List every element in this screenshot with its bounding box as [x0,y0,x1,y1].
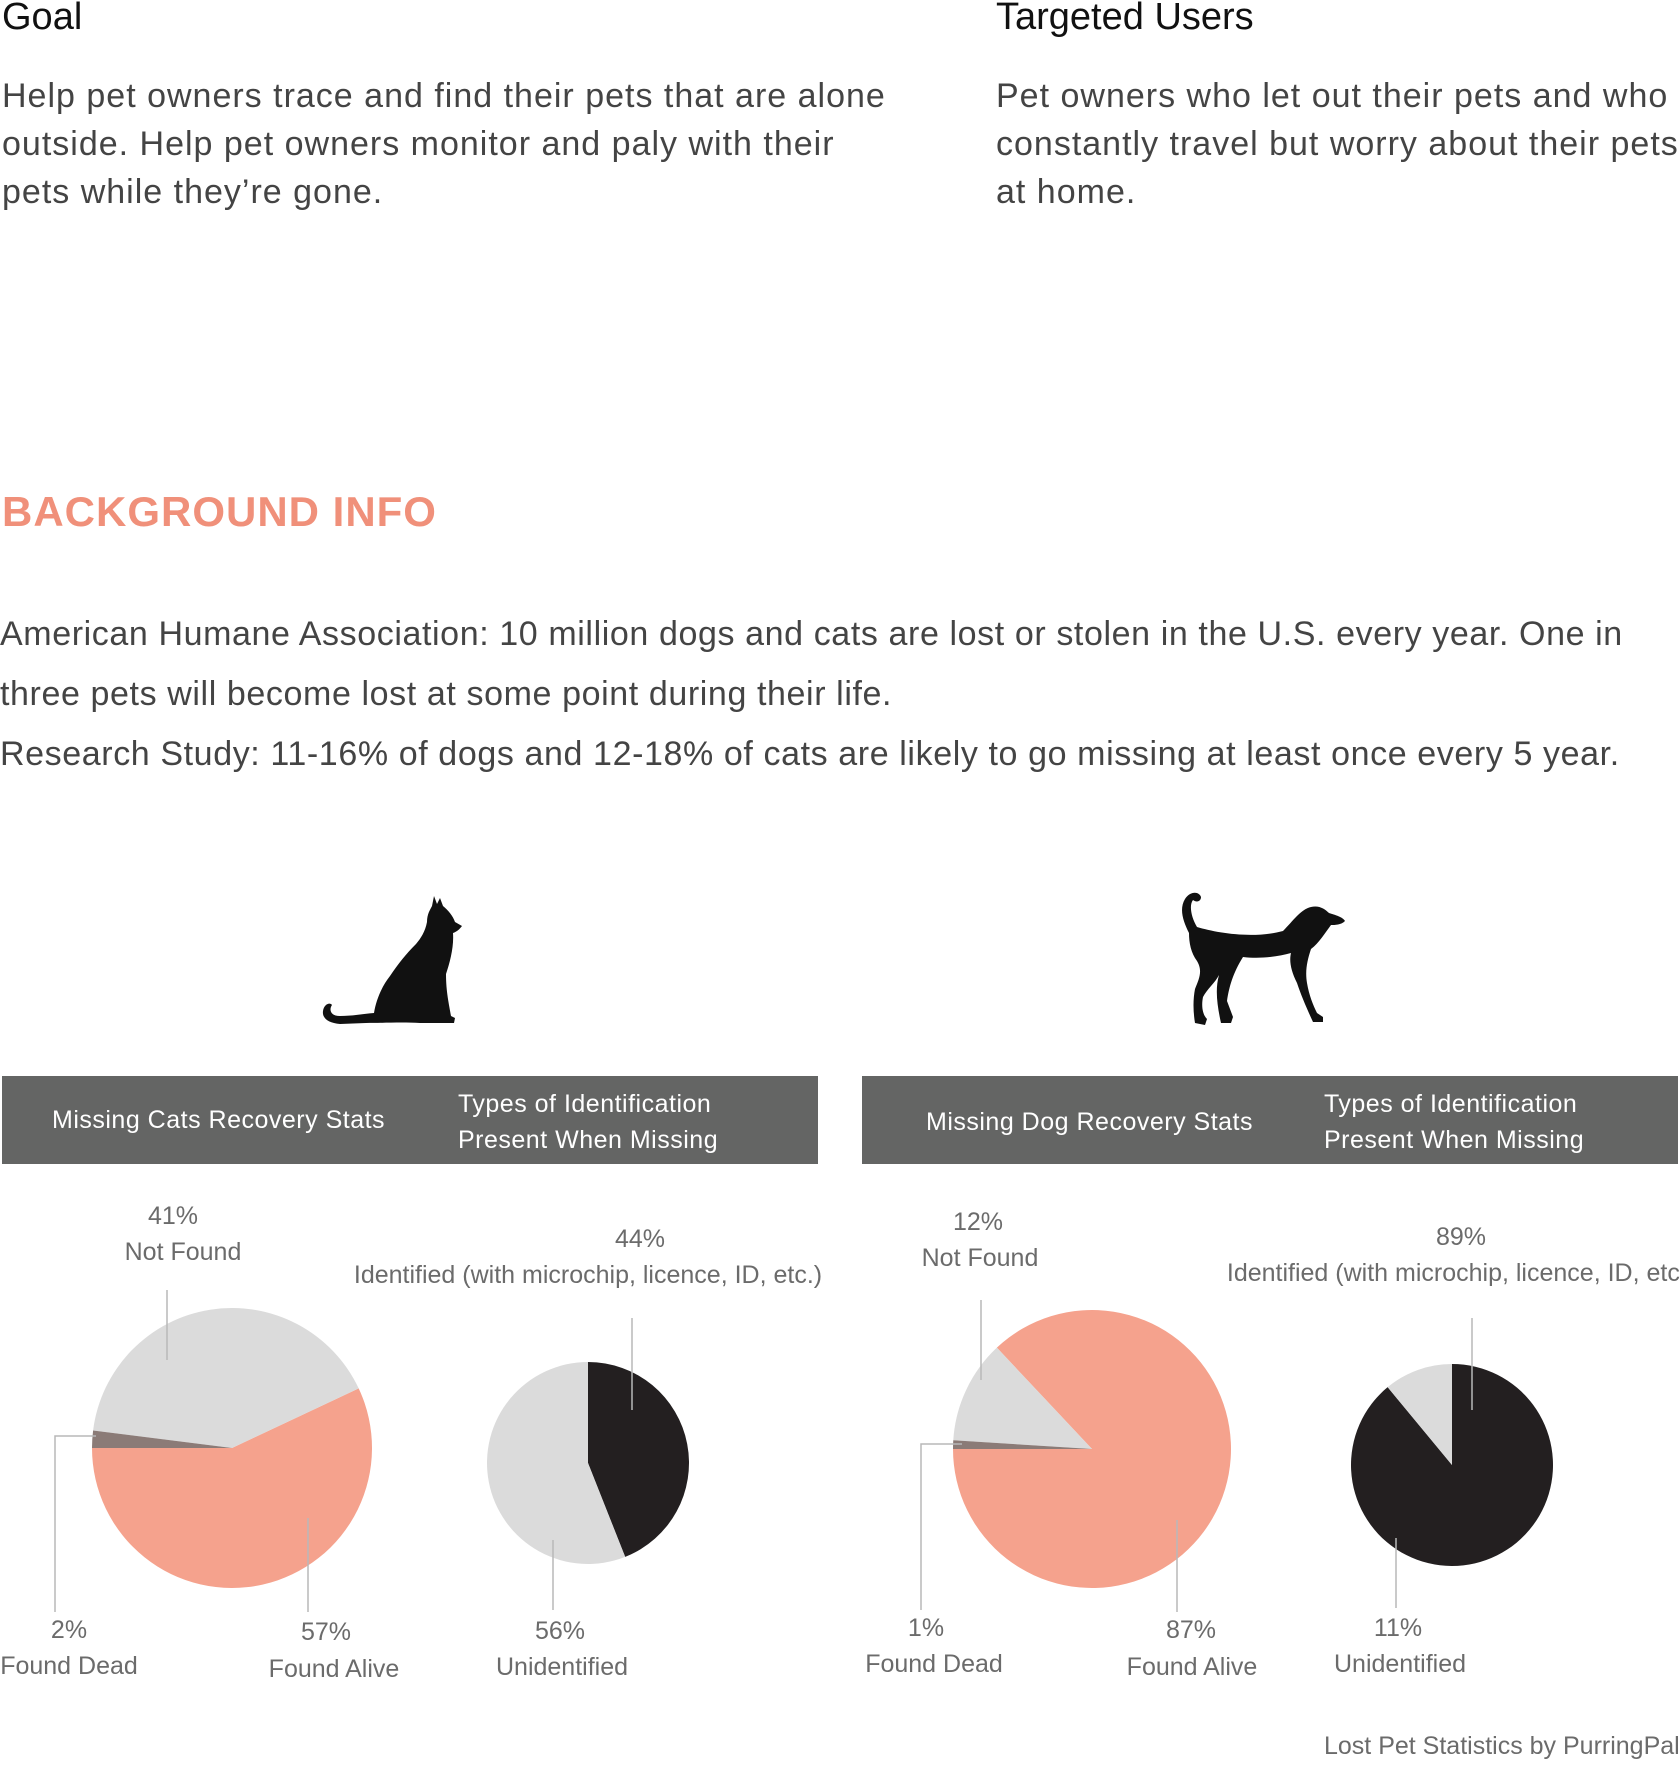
dogs-recovery-value-not-found: 12% [953,1208,1003,1236]
goal-title: Goal [2,0,83,38]
cats-recovery-label-found-dead: Found Dead [0,1652,138,1680]
dogs-identification-label-unidentified: Unidentified [1334,1650,1466,1678]
cats-identification-header: Types of Identification Present When Mis… [458,1086,718,1158]
cats-identification-value-unidentified: 56% [535,1617,585,1645]
dogs-recovery-header: Missing Dog Recovery Stats [926,1108,1254,1136]
cats-identification-slice-unidentified [487,1362,626,1564]
cats-recovery-slice-not-found [93,1307,359,1448]
goal-text: Help pet owners trace and find their pet… [2,77,886,211]
cats-identification-pie: 44% Identified (with microchip, licence, … [354,1225,822,1681]
cats-recovery-leader-found-dead [54,1435,96,1612]
dogs-identification-label-identified: Identified (with microchip, licence, ID,… [1227,1259,1680,1287]
background-info-text: American Humane Association: 10 million … [0,604,1680,784]
dogs-recovery-value-found-dead: 1% [908,1614,944,1642]
cats-identification-header-line2: Present When Missing [458,1126,719,1154]
cats-recovery-pie: 57% Found Alive 41% Not Found 2% Found Dead [0,1202,399,1683]
dogs-header-bar: Missing Dog Recovery Stats Types of Iden… [862,1076,1678,1164]
dogs-recovery-leader-found-dead [920,1443,962,1610]
dogs-identification-header: Types of Identification Present When Mis… [1324,1086,1584,1158]
cats-recovery-slice-found-dead [91,1430,232,1448]
cats-recovery-slice-found-alive [92,1388,372,1588]
cats-identification-label-unidentified: Unidentified [496,1653,628,1681]
dogs-identification-slice-identified [1351,1364,1554,1566]
dogs-recovery-value-found-alive: 87% [1166,1616,1216,1644]
background-fact-aha: American Humane Association: 10 million … [0,615,1623,713]
cats-identification-header-line1: Types of Identification [458,1090,712,1118]
dogs-identification-value-unidentified: 11% [1374,1614,1422,1642]
background-info-title: BACKGROUND INFO [2,488,437,535]
dogs-recovery-slice-found-alive [953,1309,1231,1588]
dogs-recovery-label-not-found: Not Found [922,1244,1039,1272]
dogs-identification-slice-unidentified [1387,1364,1452,1465]
dogs-identification-value-identified: 89% [1436,1223,1486,1251]
dog-silhouette-icon [1182,892,1345,1025]
dogs-identification-header-line2: Present When Missing [1324,1126,1585,1154]
cats-header-bar: Missing Cats Recovery Stats Types of Ide… [2,1076,818,1164]
cats-recovery-header: Missing Cats Recovery Stats [52,1106,386,1134]
dogs-identification-header-line1: Types of Identification [1324,1090,1578,1118]
cats-recovery-label-found-alive: Found Alive [269,1655,400,1683]
dogs-recovery-label-found-alive: Found Alive [1127,1653,1258,1681]
background-fact-study: Research Study: 11-16% of dogs and 12-18… [0,735,1620,773]
cats-identification-value-identified: 44% [615,1225,665,1253]
targeted-users-title: Targeted Users [996,0,1254,38]
dogs-recovery-pie: 87% Found Alive 12% Not Found 1% Found Dead [865,1208,1257,1681]
cats-recovery-label-not-found: Not Found [125,1238,242,1266]
cats-identification-slice-identified [588,1362,690,1557]
cats-identification-label-identified: Identified (with microchip, licence, ID,… [354,1261,822,1289]
dogs-identification-pie: 89% Identified (with microchip, licence, … [1227,1223,1680,1678]
targeted-users-text: Pet owners who let out their pets and wh… [996,77,1679,211]
cats-recovery-value-found-alive: 57% [301,1618,351,1646]
dogs-recovery-label-found-dead: Found Dead [865,1650,1003,1678]
cat-silhouette-icon [322,896,462,1024]
credit-text: Lost Pet Statistics by PurringPal [1324,1732,1680,1760]
dogs-recovery-slice-not-found [953,1347,1092,1449]
cats-recovery-value-found-dead: 2% [51,1616,87,1644]
cats-recovery-value-not-found: 41% [148,1202,198,1230]
dogs-recovery-slice-found-dead [953,1440,1092,1449]
